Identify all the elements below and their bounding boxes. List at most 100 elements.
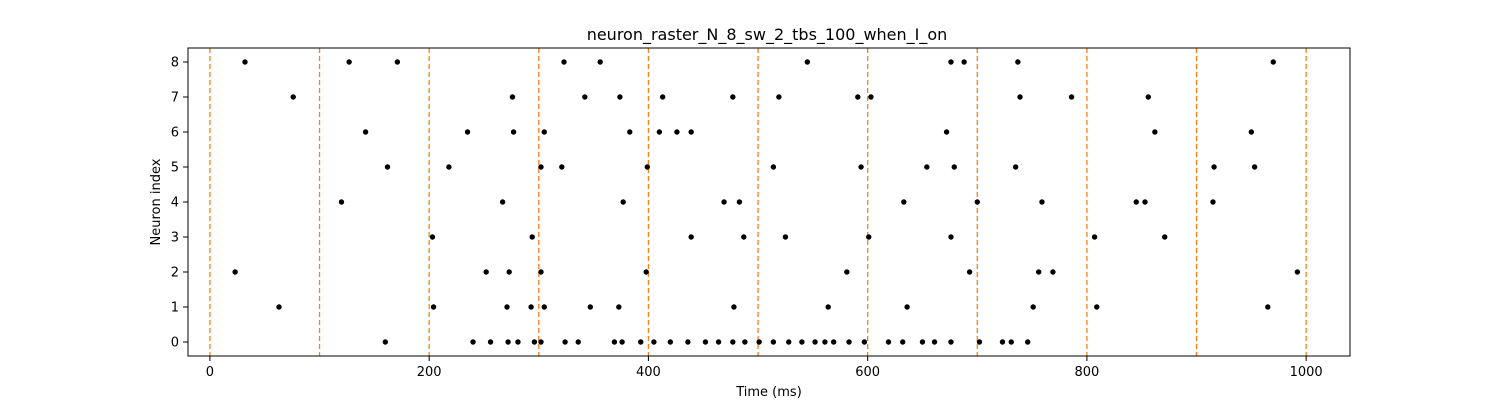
spike-point [844,269,850,275]
y-tick-label: 4 [171,196,179,211]
spike-point [430,304,437,310]
spike-point [529,234,535,240]
spike-point [643,269,649,275]
spike-point [1248,129,1255,135]
spike-points [232,59,1301,345]
spike-point [394,59,401,65]
y-tick-label: 8 [171,56,179,71]
y-axis-ticks: 0 1 2 3 4 5 6 7 8 [171,56,188,351]
spike-point [651,339,657,345]
x-tick-label: 200 [417,365,442,380]
spike-point [866,234,872,240]
spike-point [702,339,709,345]
spike-point [830,339,837,345]
spike-point [528,304,534,310]
spike-point [1017,94,1023,100]
spike-point [619,339,625,345]
spike-point [1270,59,1276,65]
chart-title: neuron_raster_N_8_sw_2_tbs_100_when_I_on [587,25,948,45]
spike-point [559,164,565,170]
spike-point [730,339,736,345]
spike-point [782,234,789,240]
x-tick-label: 400 [636,365,661,380]
spike-point [901,199,907,205]
spike-point [948,339,954,345]
spike-point [531,339,538,345]
spike-point [868,94,874,100]
spike-point [538,164,544,170]
spike-point [861,339,868,345]
spike-point [561,59,567,65]
spike-point [483,269,489,275]
spike-point [538,339,544,345]
spike-point [1211,164,1217,170]
spike-point [541,304,547,310]
spike-point [825,304,831,310]
spike-point [541,129,547,135]
spike-point [587,304,594,310]
spike-point [919,339,926,345]
spike-point [736,199,743,205]
spike-point [1145,94,1151,100]
spike-point [1142,199,1148,205]
spike-point [1162,234,1168,240]
spike-point [721,199,727,205]
y-tick-label: 1 [171,301,179,316]
spike-point [731,304,737,310]
spike-point [1008,339,1014,345]
spike-point [948,59,954,65]
spike-point [776,94,782,100]
x-tick-label: 1000 [1290,365,1323,380]
spike-point [756,339,762,345]
spike-point [597,59,603,65]
spike-point [974,199,980,205]
spike-point [464,129,471,135]
spike-point [667,339,674,345]
spike-point [644,164,651,170]
spike-point [538,269,544,275]
y-axis-label: Neuron index [149,158,164,245]
spike-point [276,304,282,310]
spike-point [338,199,345,205]
spike-point [855,94,861,100]
spike-point [384,164,391,170]
y-tick-label: 5 [171,161,179,176]
spike-point [858,164,864,170]
spike-point [617,94,623,100]
spike-point [627,129,633,135]
spike-point [1251,164,1258,170]
y-tick-label: 7 [171,91,179,106]
spike-point [786,339,792,345]
spike-point [659,94,666,100]
spike-point [510,129,517,135]
spike-point [290,94,296,100]
spike-point [656,129,663,135]
spike-point [620,199,626,205]
spike-point [688,129,694,135]
spike-point [976,339,983,345]
spike-point [1030,304,1036,310]
spike-point [674,129,680,135]
x-tick-label: 0 [206,365,214,380]
x-axis-label: Time (ms) [735,385,802,400]
spike-point [812,339,818,345]
spike-point [1133,199,1139,205]
y-tick-label: 6 [171,126,179,141]
spike-point [611,339,618,345]
spike-point [885,339,892,345]
spike-point [741,234,747,240]
spike-point [846,339,852,345]
plot-area-frame [187,47,1351,357]
spike-point [730,94,736,100]
spike-point [951,164,957,170]
spike-point [770,339,777,345]
spike-point [429,234,436,240]
spike-point [943,129,950,135]
spike-point [715,339,722,345]
spike-point [582,94,588,100]
spike-point [961,59,967,65]
spike-point [1039,199,1045,205]
spike-point [1094,304,1100,310]
spike-point [1015,59,1021,65]
